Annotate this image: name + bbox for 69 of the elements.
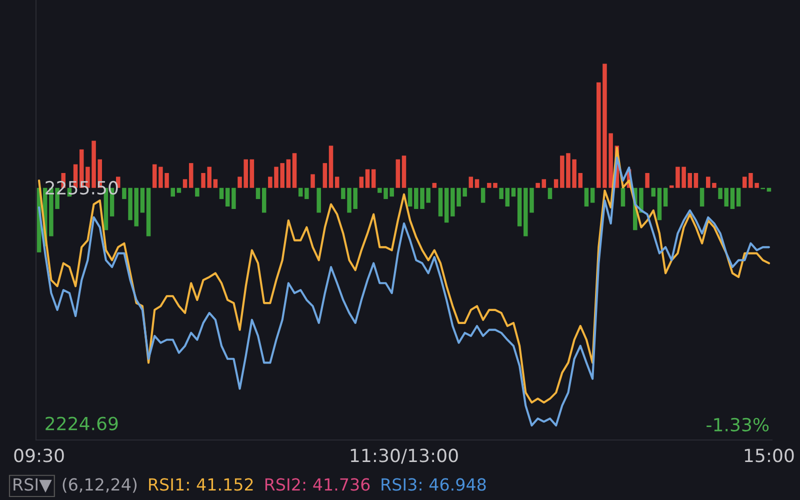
bar — [396, 159, 400, 188]
bar — [152, 164, 157, 188]
bar — [182, 179, 188, 188]
bar — [371, 169, 376, 188]
bar — [262, 188, 266, 213]
bar — [170, 188, 175, 197]
bar — [213, 179, 218, 188]
bar — [176, 188, 182, 193]
bar — [584, 188, 589, 206]
bar — [432, 182, 437, 188]
bar — [554, 179, 558, 188]
bar — [232, 188, 236, 209]
bar — [542, 179, 546, 188]
bar — [700, 188, 704, 206]
bar — [517, 188, 522, 226]
text: RSI1: 41.152 — [149, 478, 253, 491]
bar — [322, 163, 328, 188]
bar — [225, 188, 230, 206]
bar — [195, 188, 200, 197]
bar — [219, 188, 224, 200]
bar — [590, 188, 595, 203]
bar — [408, 188, 412, 206]
bar — [359, 176, 364, 188]
text: RSI▼ — [14, 478, 52, 493]
bar — [663, 188, 668, 206]
bar — [474, 179, 480, 188]
bar — [536, 182, 540, 188]
bar — [511, 188, 516, 197]
bar — [651, 188, 656, 197]
bar — [250, 159, 254, 188]
bar — [292, 153, 297, 188]
text: RSI3: 46.948 — [382, 478, 486, 491]
bar — [468, 176, 474, 188]
bar — [402, 156, 406, 188]
bar — [736, 188, 741, 206]
bar — [365, 169, 370, 188]
bar — [480, 188, 486, 203]
bar — [718, 188, 722, 200]
bar — [146, 188, 151, 236]
bar — [310, 174, 315, 188]
bar — [140, 188, 145, 213]
bar — [499, 188, 504, 200]
bar — [657, 188, 662, 220]
bar — [334, 176, 340, 188]
bar — [505, 188, 510, 206]
bar — [286, 159, 291, 188]
bar — [444, 188, 449, 223]
bar — [256, 188, 260, 200]
bar — [548, 188, 552, 200]
bar — [188, 163, 194, 188]
x-tick-label: 11:30/13:00 — [350, 448, 458, 464]
bar — [694, 172, 698, 188]
bar — [328, 146, 334, 188]
bar — [438, 188, 443, 216]
bar — [730, 188, 735, 209]
bar — [304, 188, 309, 200]
bar — [620, 188, 626, 206]
y-tick-label: 2224.69 — [46, 416, 118, 430]
bar — [316, 188, 321, 213]
bar — [578, 172, 583, 188]
bar — [724, 188, 729, 206]
text: (6,12,24) — [62, 478, 137, 493]
x-tick-label: 09:30 — [14, 448, 64, 462]
bar — [645, 172, 650, 188]
annotation: -1.33% — [706, 418, 769, 432]
bar — [688, 172, 692, 188]
text: RSI2: 41.736 — [265, 478, 370, 491]
x-tick-label: 15:00 — [744, 448, 794, 462]
bar — [298, 188, 303, 197]
